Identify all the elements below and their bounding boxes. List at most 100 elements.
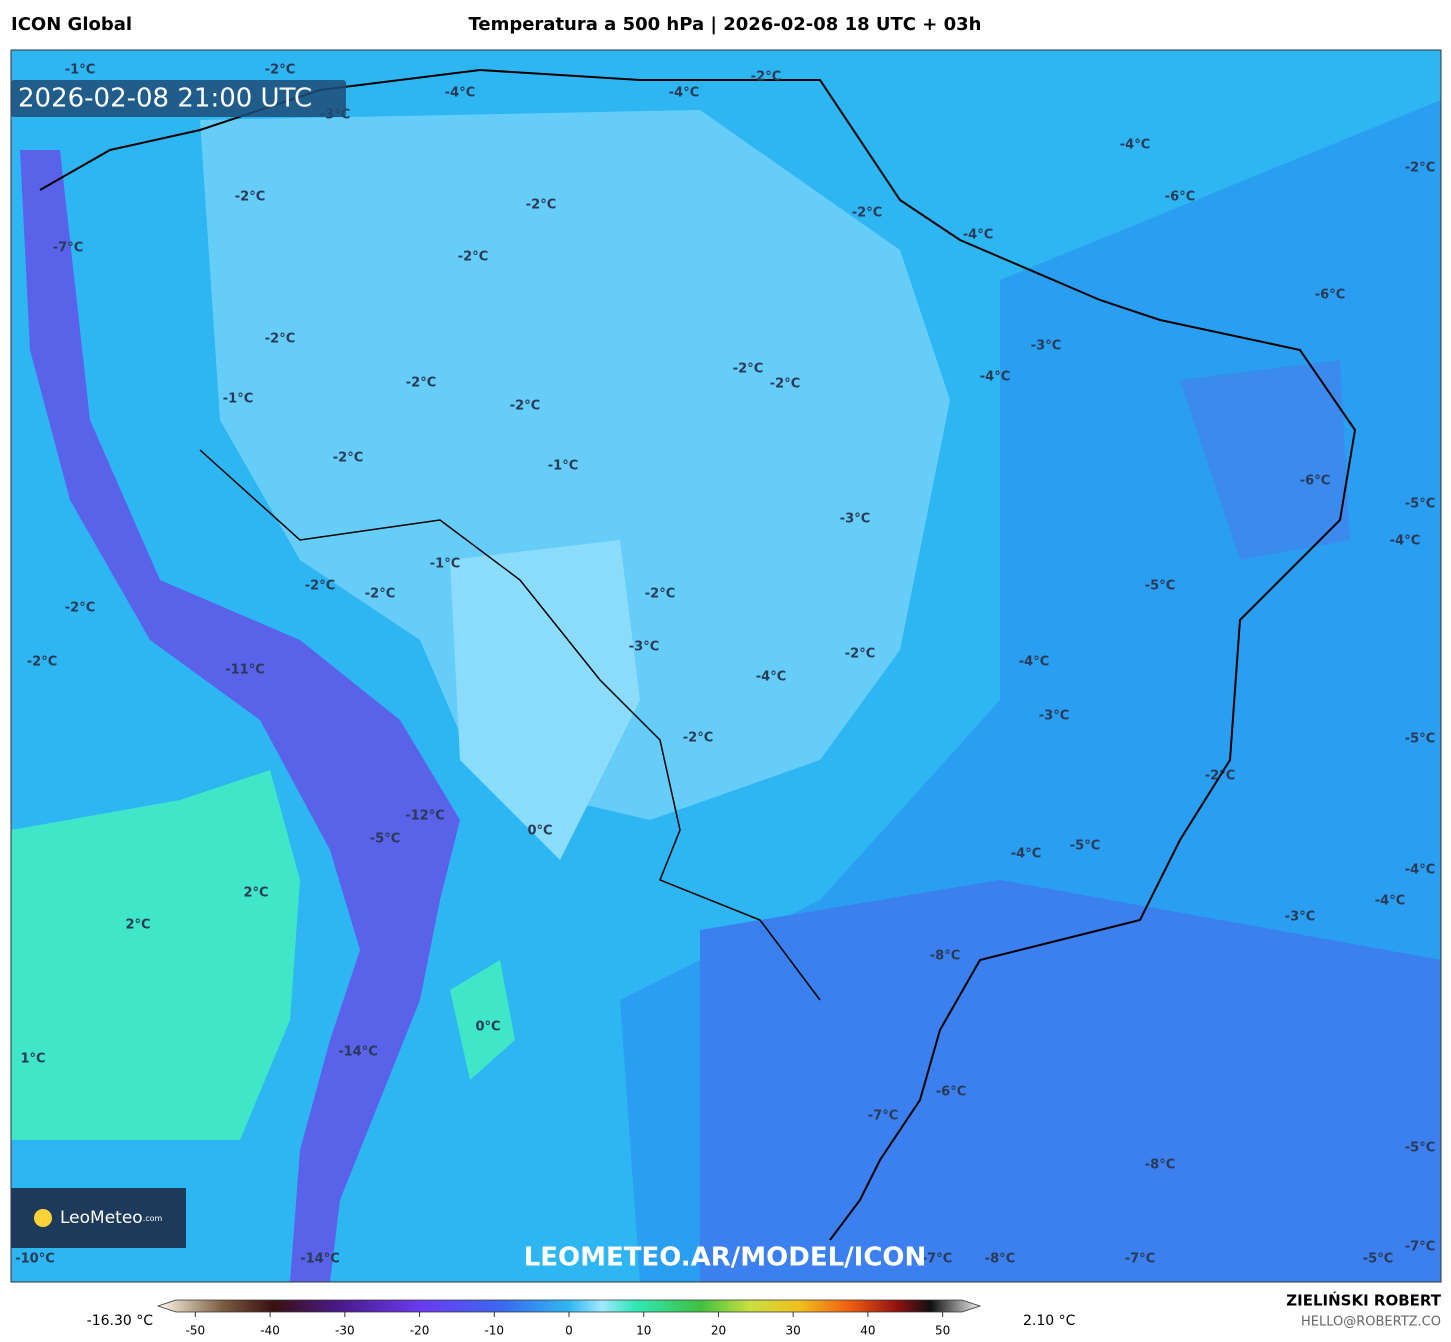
valid-time: 2026-02-08 21:00 UTC — [18, 84, 312, 114]
logo-name: LeoMeteo — [60, 1208, 143, 1228]
contour-label: -2°C — [845, 647, 875, 662]
contour-label: -5°C — [1405, 497, 1435, 512]
contour-label: -14°C — [338, 1045, 378, 1060]
contour-label: -4°C — [1120, 138, 1150, 153]
contour-label: -2°C — [510, 399, 540, 414]
contour-label: -2°C — [333, 451, 363, 466]
contour-label: 2°C — [125, 918, 150, 933]
contour-label: -3°C — [1031, 339, 1061, 354]
contour-label: -1°C — [65, 63, 95, 78]
contour-label: -2°C — [305, 579, 335, 594]
map-frame — [10, 49, 1442, 1283]
contour-label: 0°C — [475, 1020, 500, 1035]
contour-label: -2°C — [770, 377, 800, 392]
contour-label: -5°C — [1405, 732, 1435, 747]
contour-label: -2°C — [27, 655, 57, 670]
contour-label: -3°C — [1285, 910, 1315, 925]
contour-label: -1°C — [430, 557, 460, 572]
contour-label: -5°C — [370, 832, 400, 847]
contour-label: -4°C — [669, 86, 699, 101]
colorbar-tick-label: 30 — [786, 1324, 801, 1338]
colorbar-tick-label: 50 — [935, 1324, 950, 1338]
contour-label: -8°C — [985, 1252, 1015, 1267]
contour-label: -6°C — [936, 1085, 966, 1100]
logo-sun — [34, 1209, 52, 1227]
border — [199, 449, 821, 1001]
contour-label: -8°C — [1145, 1158, 1175, 1173]
contour-label: -7°C — [922, 1252, 952, 1267]
contour-label: -5°C — [1070, 839, 1100, 854]
title: Temperatura a 500 hPa | 2026-02-08 18 UT… — [468, 14, 981, 35]
contour-label: -3°C — [629, 640, 659, 655]
colorbar-max: 2.10 °C — [1023, 1313, 1076, 1329]
contour-label: -12°C — [405, 809, 445, 824]
contour-label: -7°C — [1125, 1252, 1155, 1267]
time-box — [11, 80, 346, 117]
contour-label: -4°C — [445, 86, 475, 101]
contour-label: -4°C — [1375, 894, 1405, 909]
contour-label: -2°C — [852, 206, 882, 221]
warm-region — [200, 110, 950, 820]
contour-label: 0°C — [527, 824, 552, 839]
contour-label: -5°C — [1405, 1141, 1435, 1156]
contour-label: -2°C — [733, 362, 763, 377]
colorbar-tick-label: 40 — [860, 1324, 875, 1338]
colorbar-tick-label: -30 — [335, 1324, 355, 1338]
colorbar-tick-label: -20 — [410, 1324, 430, 1338]
colorbar-tick-label: 10 — [636, 1324, 651, 1338]
contour-label: -2°C — [1405, 161, 1435, 176]
warm-patch — [450, 960, 515, 1080]
watermark: LEOMETEO.AR/MODEL/ICON — [524, 1243, 927, 1273]
contour-label: -2°C — [458, 250, 488, 265]
contour-label: -2°C — [406, 376, 436, 391]
contour-label: -7°C — [53, 241, 83, 256]
contour-label: -10°C — [15, 1252, 55, 1267]
contour-label: 1°C — [20, 1052, 45, 1067]
contour-label: -2°C — [365, 587, 395, 602]
colorbar-tick-label: -10 — [484, 1324, 504, 1338]
cold-region — [700, 880, 1441, 1282]
colorbar-tick-label: -50 — [186, 1324, 206, 1338]
warm-region — [450, 540, 640, 860]
contour-label: -2°C — [645, 587, 675, 602]
andes-cold — [20, 150, 460, 1282]
contour-label: -4°C — [980, 370, 1010, 385]
contour-label: -4°C — [1011, 847, 1041, 862]
contour-label: -6°C — [1300, 474, 1330, 489]
contour-label: -2°C — [265, 332, 295, 347]
contour-label: -1°C — [548, 459, 578, 474]
colorbar: -16.30 °C 2.10 °C -50 -40 -30 -20 -10 0 10 20 30… — [87, 1299, 1076, 1338]
contour-label: -6°C — [1315, 288, 1345, 303]
contour-label: 2°C — [243, 886, 268, 901]
contour-label: -2°C — [683, 731, 713, 746]
contour-label: -1°C — [223, 392, 253, 407]
cold-region — [1180, 360, 1350, 560]
colorbar-tick-label: -40 — [260, 1324, 280, 1338]
contour-label: -4°C — [756, 670, 786, 685]
email: HELLO@ROBERTZ.CO — [1301, 1315, 1441, 1330]
logo-suffix: .com — [143, 1214, 163, 1223]
contour-label: -7°C — [868, 1109, 898, 1124]
contour-label: -11°C — [225, 663, 265, 678]
contour-label: -14°C — [300, 1252, 340, 1267]
model-name: ICON Global — [11, 14, 132, 35]
author: ZIELIŃSKI ROBERT — [1286, 1291, 1441, 1310]
map: -1°C -2°C -4°C -4°C -2°C -3°C -4°C -2°C -2°C -2°C… — [10, 49, 1442, 1283]
logo-text: LeoMeteo.com — [60, 1208, 163, 1228]
contour-label: -2°C — [526, 198, 556, 213]
warm-ocean — [11, 770, 300, 1140]
contour-label: -5°C — [1145, 579, 1175, 594]
contour-label: -2°C — [235, 190, 265, 205]
contour-label: -4°C — [1019, 655, 1049, 670]
contour-label: -2°C — [265, 63, 295, 78]
colorbar-tick-label: 0 — [565, 1324, 573, 1338]
contour-label: -2°C — [1205, 769, 1235, 784]
colorbar-bar — [156, 1299, 982, 1313]
contour-label: -3°C — [1039, 709, 1069, 724]
contour-label: -4°C — [1390, 534, 1420, 549]
contour-label: -4°C — [1405, 863, 1435, 878]
contour-label: -6°C — [1165, 190, 1195, 205]
colorbar-min: -16.30 °C — [87, 1313, 154, 1329]
